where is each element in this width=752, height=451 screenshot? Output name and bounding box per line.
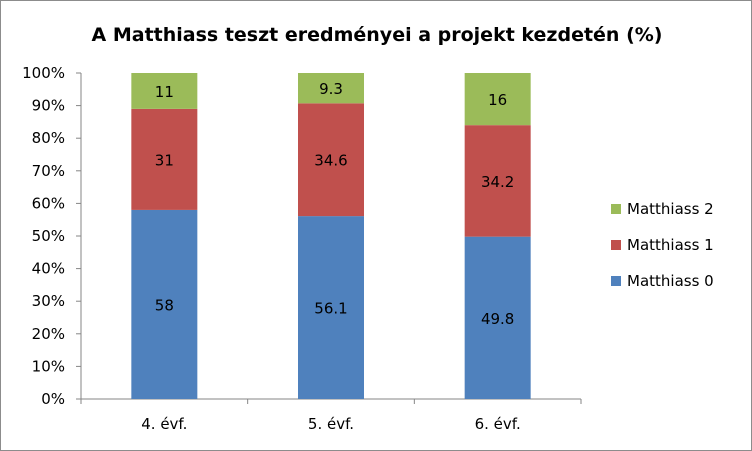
x-tick-label: 5. évf. xyxy=(308,415,354,433)
y-tick-label: 30% xyxy=(32,292,65,310)
legend-swatch xyxy=(611,240,621,250)
y-tick-label: 90% xyxy=(32,97,65,115)
bar-segment xyxy=(131,108,198,210)
data-label: 58 xyxy=(155,296,174,314)
x-tick-label: 6. évf. xyxy=(475,415,521,433)
data-label: 56.1 xyxy=(314,300,347,318)
y-tick-label: 10% xyxy=(32,357,65,375)
bar-segment xyxy=(298,216,364,399)
data-label: 31 xyxy=(155,151,174,169)
data-label: 34.6 xyxy=(314,152,347,170)
data-label: 11 xyxy=(155,83,174,101)
data-labels: 58 31 11 56.1 34.6 9.3 49.8 34.2 16 xyxy=(155,80,515,328)
bar-segment xyxy=(298,103,364,217)
bar-segment xyxy=(131,73,198,109)
bar-segment xyxy=(464,125,531,237)
legend-swatch xyxy=(611,276,621,286)
data-label: 34.2 xyxy=(481,173,514,191)
x-tick-label: 4. évf. xyxy=(141,415,187,433)
data-label: 49.8 xyxy=(481,310,514,328)
legend-entry: Matthiass 1 xyxy=(627,236,714,254)
y-tick-label: 20% xyxy=(32,325,65,343)
data-label: 16 xyxy=(488,91,507,109)
legend-swatch xyxy=(611,204,621,214)
legend-entry: Matthiass 2 xyxy=(627,200,714,218)
bar-segment xyxy=(464,73,531,126)
legend: Matthiass 2 Matthiass 1 Matthiass 0 xyxy=(611,200,714,290)
chart-title: A Matthiass teszt eredményei a projekt k… xyxy=(92,24,663,46)
data-label: 9.3 xyxy=(319,80,343,98)
axes: 0% 10% 20% 30% 40% 50% 60% 70% 80% 90% 100% 4. évf.… xyxy=(22,64,582,433)
y-tick-label: 50% xyxy=(32,227,65,245)
bar-segment xyxy=(298,73,364,104)
bar-segment xyxy=(464,236,531,399)
y-tick-label: 40% xyxy=(32,260,65,278)
y-tick-label: 80% xyxy=(32,129,65,147)
bar-segment xyxy=(131,209,198,399)
y-tick-label: 0% xyxy=(41,390,65,408)
y-tick-label: 100% xyxy=(22,64,65,82)
legend-entry: Matthiass 0 xyxy=(627,272,714,290)
bars xyxy=(131,73,531,399)
y-tick-label: 70% xyxy=(32,162,65,180)
y-tick-label: 60% xyxy=(32,194,65,212)
